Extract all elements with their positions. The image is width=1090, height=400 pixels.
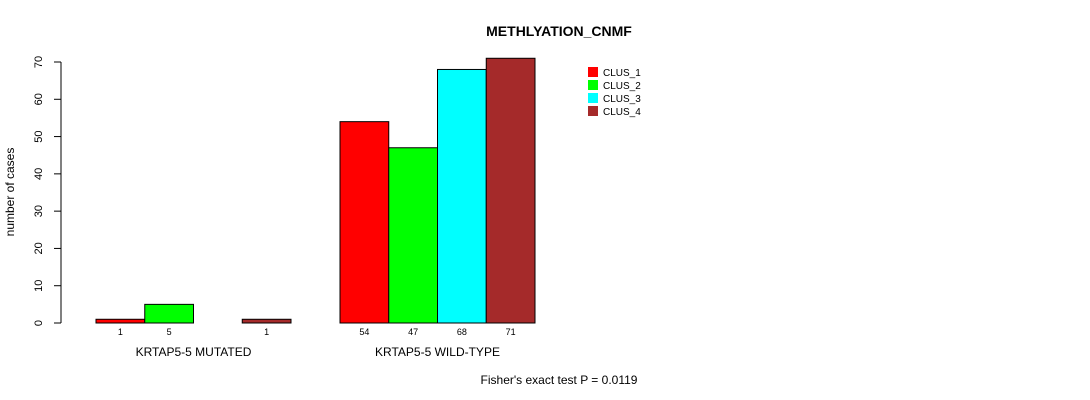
y-tick-label: 0	[33, 320, 45, 326]
chart-title: METHLYATION_CNMF	[486, 23, 632, 39]
bar-clus-1-wild-type	[339, 121, 390, 324]
bar-value-label: 68	[457, 327, 467, 337]
y-axis-label: number of cases	[3, 148, 17, 237]
bar-clus-1-mutated	[95, 318, 146, 324]
legend-swatch-clus-1	[588, 67, 598, 77]
y-tick-label: 40	[33, 168, 45, 180]
legend-label: CLUS_4	[603, 107, 641, 118]
legend-label: CLUS_1	[603, 68, 641, 79]
y-tick-label: 10	[33, 280, 45, 292]
y-tick-label: 20	[33, 242, 45, 254]
bar-value-label: 5	[167, 327, 172, 337]
y-tick-label: 50	[33, 130, 45, 142]
group-label-mutated: KRTAP5-5 MUTATED	[136, 345, 252, 359]
y-tick-label: 70	[33, 56, 45, 68]
bar-value-label: 54	[359, 327, 369, 337]
bar-value-label: 71	[506, 327, 516, 337]
bar-value-label: 1	[264, 327, 269, 337]
legend-label: CLUS_3	[603, 94, 641, 105]
bar-clus-4-wild-type	[485, 57, 536, 324]
y-tick-label: 60	[33, 93, 45, 105]
fisher-test-annotation: Fisher's exact test P = 0.0119	[481, 373, 638, 387]
group-label-wild-type: KRTAP5-5 WILD-TYPE	[375, 345, 500, 359]
legend-swatch-clus-2	[588, 80, 598, 90]
bar-clus-2-wild-type	[388, 147, 438, 324]
legend-swatch-clus-4	[588, 106, 598, 116]
bar-value-label: 1	[118, 327, 123, 337]
y-tick-label: 30	[33, 205, 45, 217]
bar-clus-2-mutated	[144, 303, 194, 324]
legend-swatch-clus-3	[588, 93, 598, 103]
bar-clus-4-mutated	[241, 318, 292, 324]
bar-clus-3-wild-type	[437, 68, 487, 324]
bar-value-label: 47	[408, 327, 418, 337]
legend-label: CLUS_2	[603, 81, 641, 92]
